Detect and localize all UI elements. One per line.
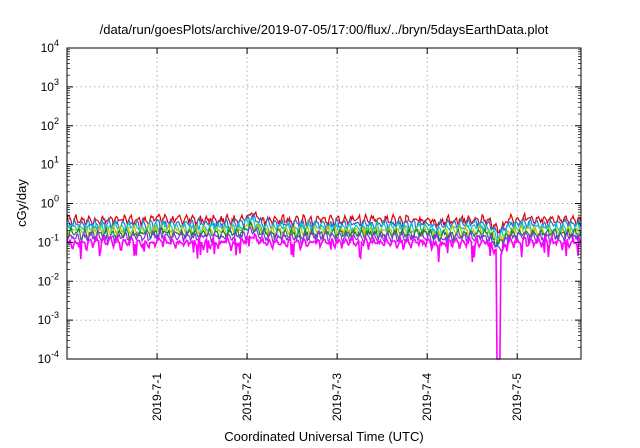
y-tick-label: 100 <box>41 194 59 211</box>
x-tick-label: 2019-7-2 <box>240 373 254 421</box>
y-tick-label: 104 <box>41 38 59 55</box>
x-tick-label: 2019-7-4 <box>420 373 434 421</box>
x-axis: 2019-7-1 2019-7-2 2019-7-3 2019-7-4 2019-7-5 <box>150 48 524 421</box>
x-tick-label: 2019-7-5 <box>510 373 524 421</box>
y-tick-label: 10-1 <box>38 232 59 249</box>
y-tick-label: 103 <box>41 77 59 94</box>
chart-title: /data/run/goesPlots/archive/2019-07-05/1… <box>100 22 549 37</box>
x-tick-label: 2019-7-3 <box>330 373 344 421</box>
series-group <box>66 210 582 360</box>
series-line <box>66 213 582 239</box>
y-tick-label: 10-2 <box>38 271 59 288</box>
series-line <box>66 225 582 256</box>
x-tick-label: 2019-7-1 <box>150 373 164 421</box>
grid <box>67 48 581 359</box>
x-axis-title: Coordinated Universal Time (UTC) <box>224 429 423 444</box>
series-line <box>66 232 582 360</box>
y-axis-title: cGy/day <box>14 179 29 227</box>
y-axis: 10-4 10-3 10-2 10-1 100 101 102 103 104 <box>38 38 581 366</box>
y-tick-label: 10-3 <box>38 310 59 327</box>
y-tick-label: 101 <box>41 155 59 172</box>
series-line <box>66 210 582 234</box>
y-tick-label: 10-4 <box>38 349 59 366</box>
y-tick-label: 102 <box>41 116 59 133</box>
